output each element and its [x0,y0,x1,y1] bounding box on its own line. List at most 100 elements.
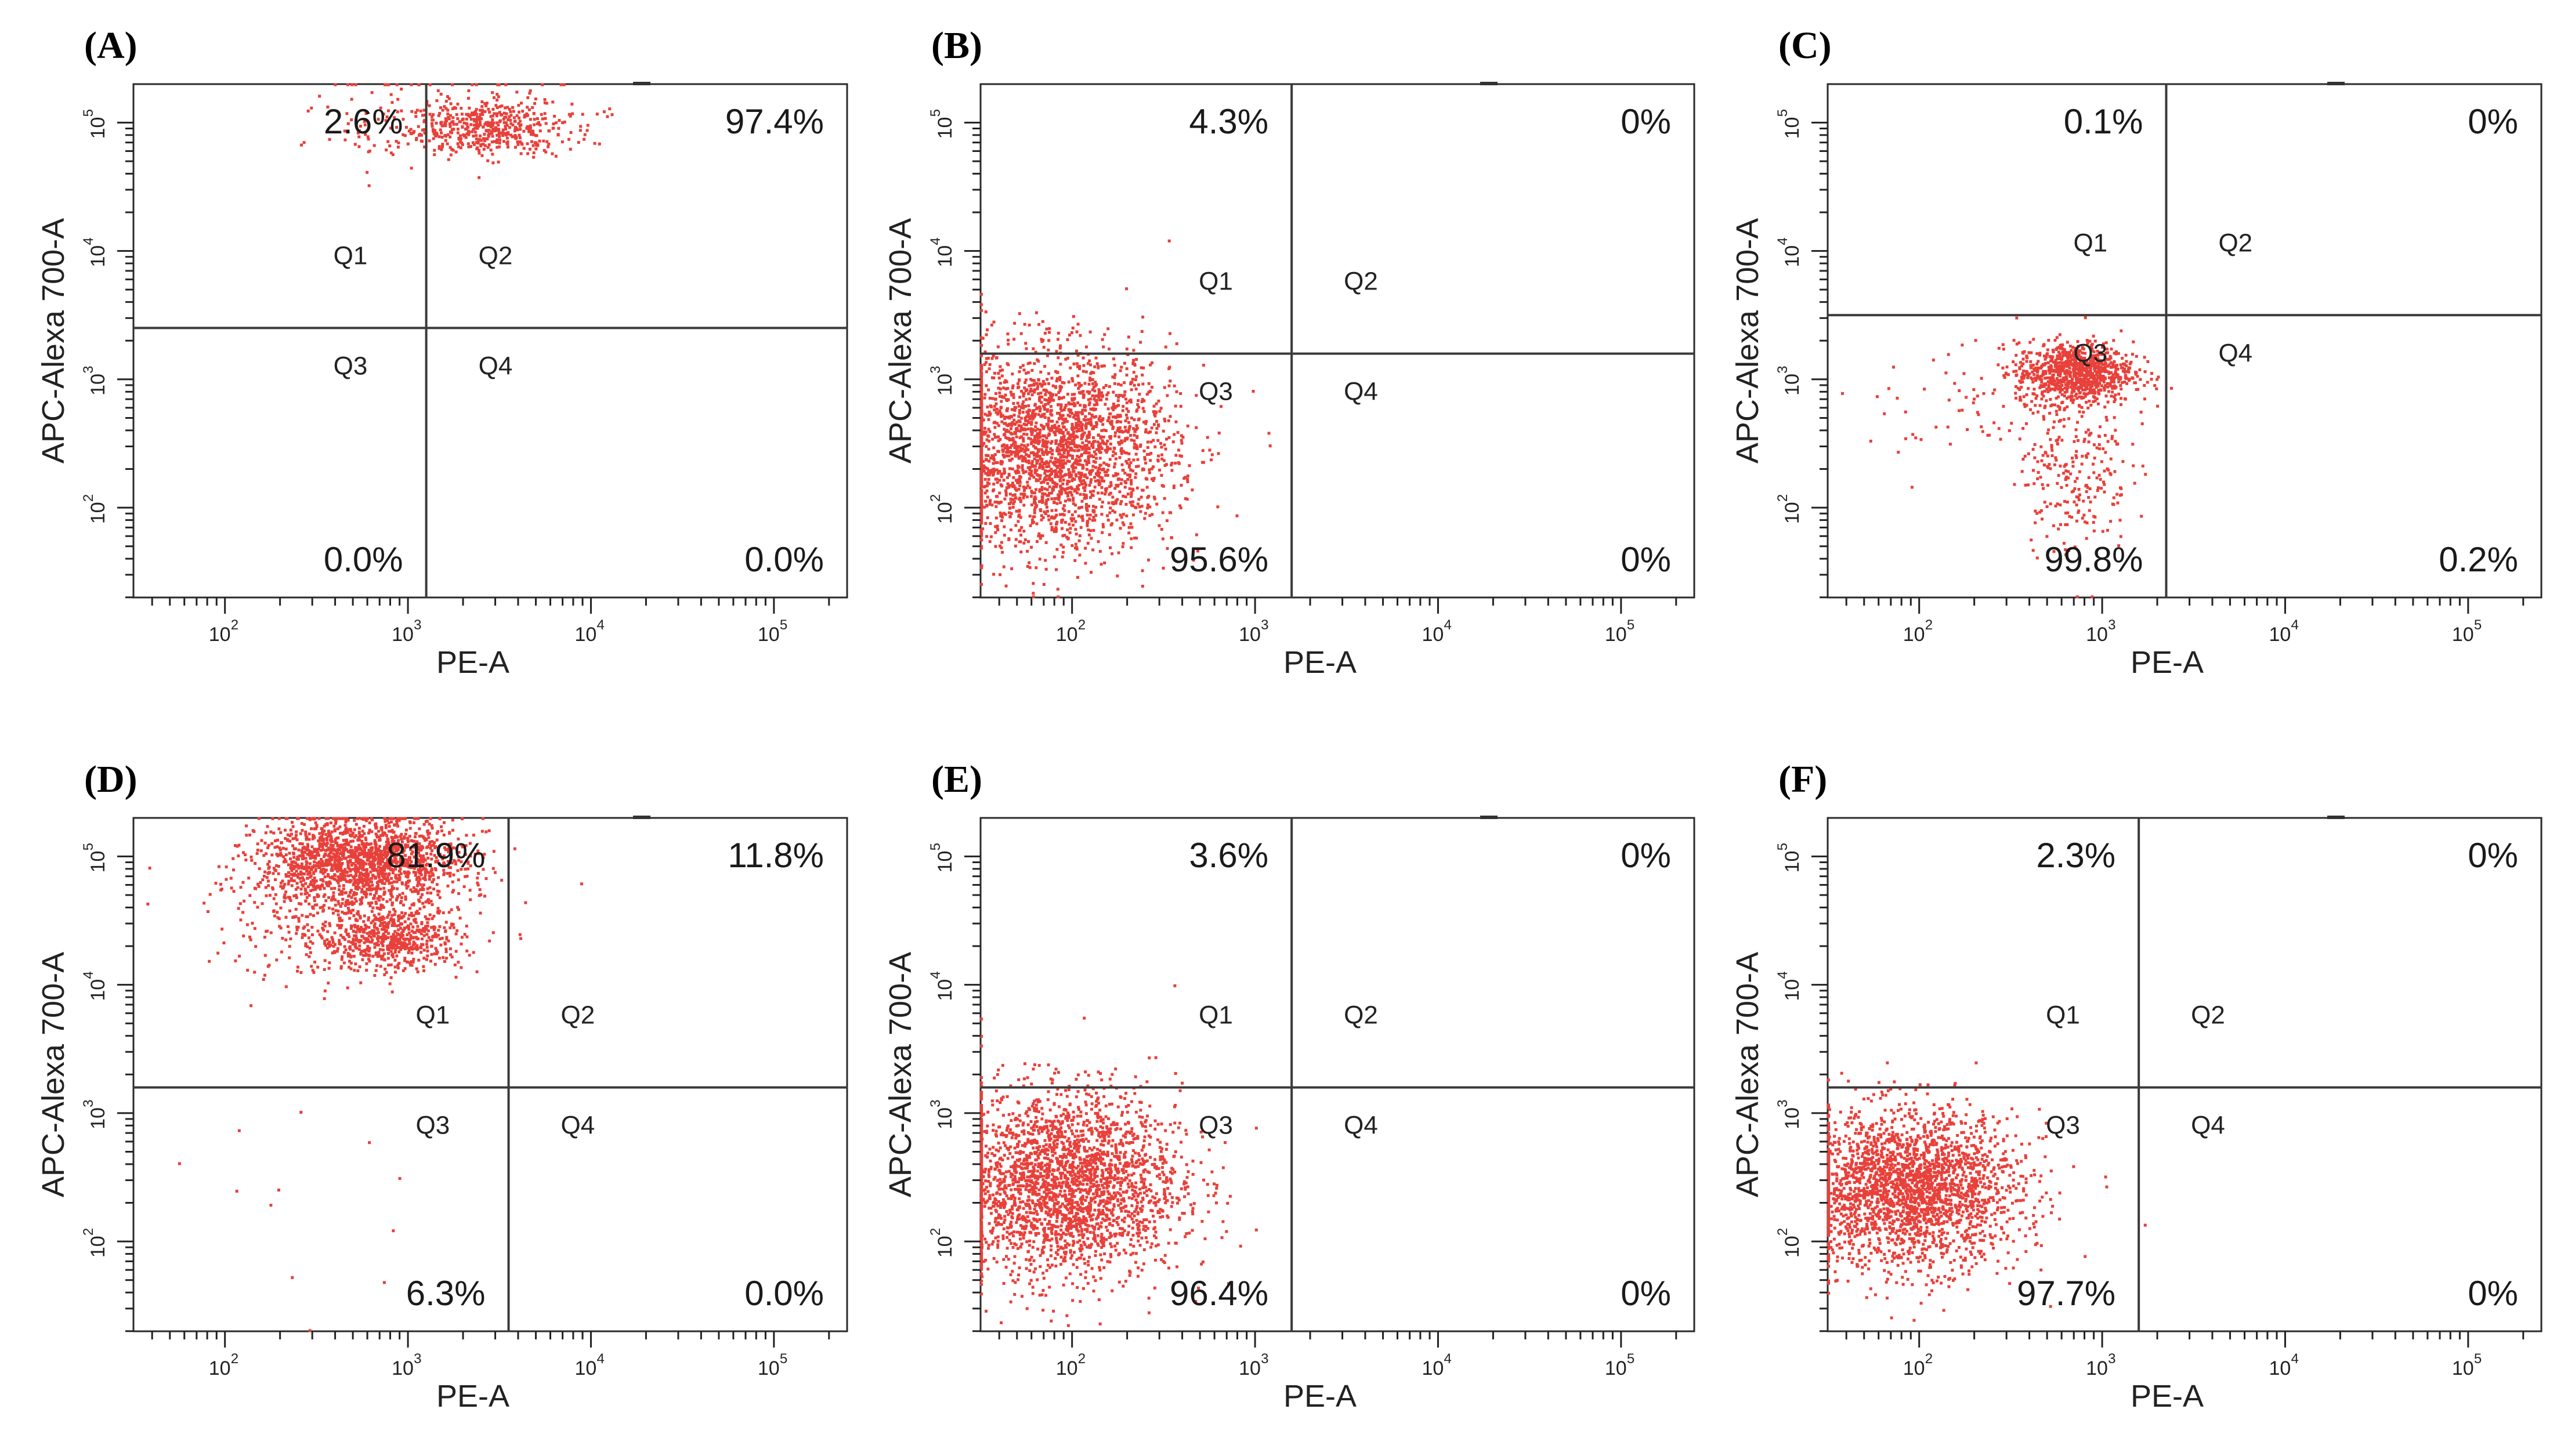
event-dot [2042,385,2046,388]
event-dot [1102,435,1105,439]
event-dot [1131,488,1135,492]
event-dot [1035,504,1039,508]
event-dot [1130,381,1134,384]
y-tick-exponent: 5 [81,109,96,117]
event-dot [2102,378,2106,382]
event-dot [505,124,509,127]
event-dot [1132,371,1135,374]
event-dot [1997,427,2001,430]
event-dot [1157,454,1160,458]
event-dot [1078,479,1082,482]
event-dot [2075,477,2079,480]
event-dot [2086,486,2089,489]
event-dot [2103,358,2107,362]
event-dot [1028,417,1032,421]
event-dot [372,144,376,147]
event-dot [2123,397,2126,400]
event-dot [1005,398,1008,401]
event-dot [2020,364,2023,368]
event-dot [377,875,381,879]
event-dot [1075,411,1078,414]
event-dot [1138,505,1141,509]
event-dot [1033,434,1037,438]
event-dot [985,333,988,336]
event-dot [1179,392,1182,396]
event-dot [1098,419,1101,422]
event-dot [992,468,996,471]
event-dot [1046,469,1050,473]
event-dot [1061,422,1064,425]
event-dot [1019,424,1023,428]
event-dot [1130,537,1133,541]
event-dot [506,131,509,135]
event-dot [988,363,992,366]
event-dot [287,871,290,874]
event-dot [1084,426,1088,430]
event-dot [1100,505,1104,509]
event-dot [1077,539,1081,542]
event-dot [1069,366,1072,370]
event-dot [985,445,988,448]
event-dot [2051,382,2055,385]
event-dot [480,154,484,157]
event-dot [1100,398,1103,401]
event-dot [2113,384,2116,387]
event-dot [1095,399,1098,402]
event-dot [1008,437,1012,441]
event-dot [1068,454,1072,457]
event-dot [1041,320,1044,323]
event-dot [270,853,274,857]
event-dot [1027,392,1030,396]
event-dot [531,106,534,109]
event-dot [1115,394,1118,397]
event-dot [1037,323,1040,326]
event-dot [1025,453,1028,457]
quadrant-percent-q2: 97.4% [725,102,824,141]
event-dot [992,446,996,450]
event-dot [1061,534,1065,538]
event-dot [1056,446,1059,450]
event-dot [493,129,497,133]
event-dot [449,146,452,149]
event-dot [2112,496,2115,499]
event-dot [985,484,989,488]
event-dot [1068,523,1071,526]
quadrant-percent-q1: 2.6% [324,102,403,141]
event-dot [2076,353,2079,356]
event-dot [999,369,1002,372]
event-dot [2071,346,2075,349]
event-dot [1042,480,1046,484]
event-dot [1125,287,1129,291]
event-dot [2098,376,2102,379]
event-dot [318,95,321,98]
event-dot [465,132,469,136]
event-dot [1054,433,1057,437]
event-dot [1061,507,1065,510]
event-dot [475,141,478,144]
event-dot [1055,548,1059,551]
event-dot [1169,511,1173,515]
event-dot [1109,442,1112,446]
event-dot [1129,434,1133,437]
event-dot [2028,341,2032,344]
event-dot [2046,454,2049,458]
quadrant-name-q2: Q2 [1344,267,1378,296]
panel-label: (D) [84,758,138,801]
event-dot [1043,425,1046,429]
event-dot [2042,354,2046,358]
event-dot [1045,436,1048,440]
event-dot [1101,531,1104,534]
event-dot [2053,383,2056,386]
event-dot [2119,494,2122,497]
event-dot [2051,376,2055,379]
event-dot [1019,427,1023,430]
event-dot [1101,423,1105,426]
event-dot [1105,470,1108,474]
event-dot [1184,497,1187,501]
y-tick-exponent: 2 [928,494,943,502]
x-tick-exponent: 2 [1078,617,1086,633]
event-dot [1014,470,1017,473]
event-dot [1066,356,1069,360]
event-dot [2012,360,2015,364]
event-dot [538,129,542,133]
